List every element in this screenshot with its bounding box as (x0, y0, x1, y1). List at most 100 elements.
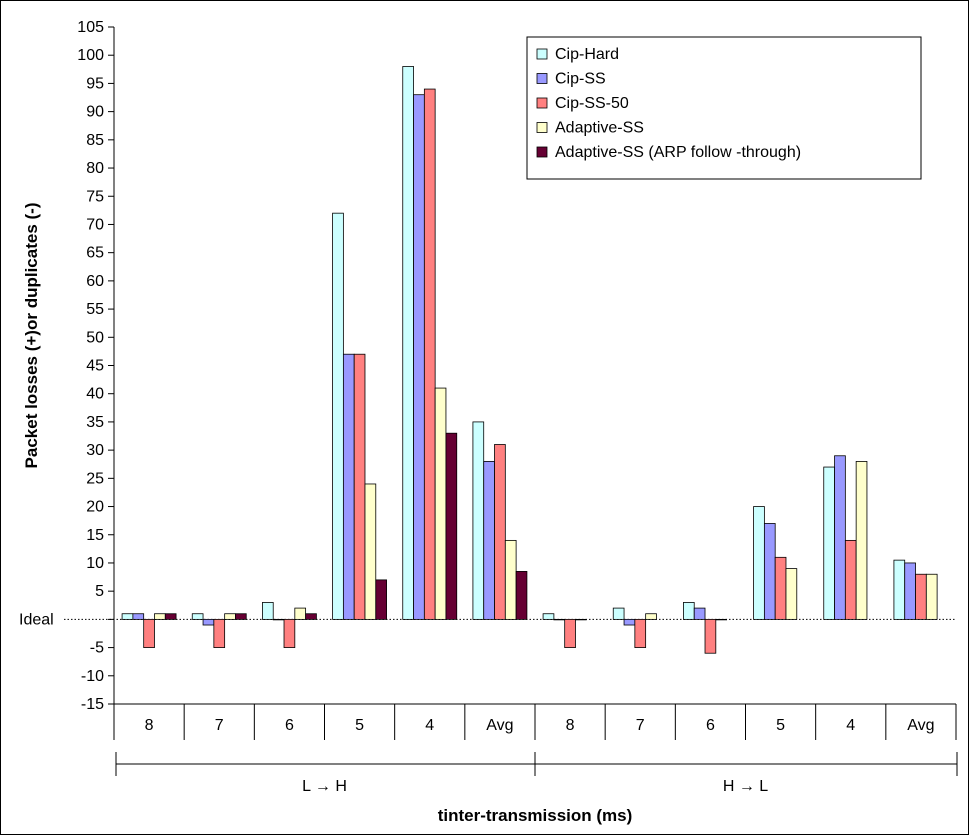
y-axis-title: Packet losses (+)or duplicates (-) (22, 203, 41, 469)
y-tick-label: -5 (90, 640, 104, 657)
bar-cip-hard (823, 466, 835, 620)
y-tick-label: 35 (86, 414, 104, 431)
bar-cip-ss-50 (353, 353, 366, 620)
bar-cip-ss-50 (564, 618, 576, 648)
bar-cip-hard (683, 602, 695, 620)
bar-cip-ss (272, 618, 285, 621)
x-category-label: 4 (425, 717, 434, 734)
x-category-label: 6 (285, 717, 294, 734)
bar-adaptive-ss (715, 618, 728, 621)
y-tick-label: 5 (95, 583, 104, 600)
bar-cip-ss-50 (283, 618, 296, 648)
bar-cip-hard (262, 602, 274, 620)
bar-cip-ss (834, 455, 846, 620)
bar-adaptive-ss (364, 483, 377, 620)
x-category-label: 8 (145, 717, 154, 734)
bar-adaptive-ss-arp-follow-through (305, 613, 317, 620)
y-tick-label: -10 (81, 668, 104, 685)
x-category-label: 7 (215, 717, 224, 734)
y-tick-label: 40 (86, 386, 104, 403)
bar-cip-hard (121, 613, 134, 620)
legend-entry-label: Adaptive-SS (555, 120, 644, 137)
bar-cip-ss-50 (704, 618, 717, 654)
y-tick-label: 85 (86, 132, 104, 149)
bar-adaptive-ss-arp-follow-through (445, 432, 458, 620)
x-category-label: 5 (355, 717, 364, 734)
y-tick-label: 100 (77, 47, 104, 64)
bar-cip-hard (472, 421, 485, 620)
y-tick-label: 90 (86, 104, 104, 121)
bar-cip-ss (413, 94, 425, 620)
bar-cip-ss (342, 353, 355, 620)
y-tick-label: 20 (86, 499, 104, 516)
bar-cip-hard (893, 559, 906, 620)
y-tick-label: 10 (86, 555, 104, 572)
bar-adaptive-ss (925, 573, 938, 620)
x-category-label: Avg (486, 717, 513, 734)
bar-adaptive-ss (575, 618, 587, 621)
bar-cip-ss (904, 562, 916, 620)
bar-cip-hard (402, 66, 414, 620)
legend-entry-label: Cip-Hard (555, 46, 619, 63)
bar-cip-ss (202, 618, 215, 626)
x-category-label: 6 (706, 717, 715, 734)
bar-cip-hard (191, 613, 204, 620)
y-tick-label: 45 (86, 358, 104, 375)
y-tick-label: 25 (86, 470, 104, 487)
y-tick-label: 70 (86, 216, 104, 233)
bar-adaptive-ss (294, 607, 307, 620)
bar-cip-ss (483, 461, 495, 620)
bar-adaptive-ss (855, 461, 868, 620)
y-tick-label: 80 (86, 160, 104, 177)
y-tick-label: 65 (86, 245, 104, 262)
bar-cip-ss-50 (423, 88, 436, 620)
bar-adaptive-ss (224, 613, 236, 620)
legend-box (526, 36, 922, 180)
bar-cip-ss (553, 618, 566, 621)
bar-adaptive-ss-arp-follow-through (164, 613, 177, 620)
y-tick-label: -15 (81, 696, 104, 713)
legend-entry-label: Cip-SS (555, 71, 606, 88)
bar-adaptive-ss (434, 387, 447, 620)
y-tick-label: 60 (86, 273, 104, 290)
legend-swatch (536, 146, 548, 158)
x-category-label: 5 (776, 717, 785, 734)
bar-adaptive-ss (645, 613, 657, 620)
ideal-label: Ideal (19, 611, 54, 628)
y-tick-label: 95 (86, 75, 104, 92)
y-tick-label: 15 (86, 527, 104, 544)
legend-swatch (536, 97, 548, 109)
bar-cip-ss-50 (774, 556, 787, 620)
bar-cip-ss-50 (213, 618, 226, 648)
bar-cip-ss-50 (143, 618, 155, 648)
bar-adaptive-ss-arp-follow-through (515, 571, 528, 620)
bar-cip-hard (612, 607, 625, 620)
bar-adaptive-ss (504, 539, 517, 620)
bar-adaptive-ss (154, 613, 166, 620)
bar-cip-ss-50 (915, 573, 927, 620)
bar-cip-hard (332, 212, 344, 620)
bar-adaptive-ss (785, 568, 798, 620)
bar-cip-ss (693, 607, 706, 620)
bar-cip-ss (623, 618, 636, 626)
y-tick-label: 105 (77, 19, 104, 36)
legend-swatch (536, 122, 548, 133)
group-label: L → H (302, 778, 347, 795)
legend-entry-label: Adaptive-SS (ARP follow -through) (555, 144, 801, 161)
y-tick-label: 55 (86, 301, 104, 318)
legend-swatch (536, 48, 548, 60)
bar-cip-ss-50 (634, 618, 647, 648)
bar-cip-hard (542, 613, 555, 620)
x-category-label: 7 (636, 717, 645, 734)
bar-cip-ss (763, 523, 776, 620)
x-category-label: 8 (566, 717, 575, 734)
x-category-label: 4 (846, 717, 855, 734)
x-axis-title: tinter-transmission (ms) (438, 806, 633, 825)
y-tick-label: 30 (86, 442, 104, 459)
legend-entry-label: Cip-SS-50 (555, 95, 629, 112)
bar-cip-ss-50 (844, 539, 857, 620)
bar-adaptive-ss-arp-follow-through (235, 613, 247, 620)
x-category-label: Avg (907, 717, 934, 734)
y-tick-label: 75 (86, 188, 104, 205)
